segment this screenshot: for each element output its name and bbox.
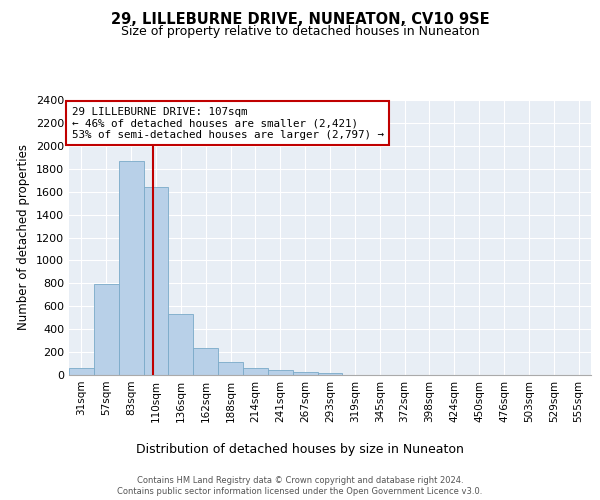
Bar [94,284,119,375]
Text: 29 LILLEBURNE DRIVE: 107sqm
← 46% of detached houses are smaller (2,421)
53% of : 29 LILLEBURNE DRIVE: 107sqm ← 46% of det… [71,107,383,140]
Y-axis label: Number of detached properties: Number of detached properties [17,144,31,330]
Bar [317,372,343,375]
Bar [193,348,218,375]
Text: 29, LILLEBURNE DRIVE, NUNEATON, CV10 9SE: 29, LILLEBURNE DRIVE, NUNEATON, CV10 9SE [110,12,490,28]
Bar [268,370,293,375]
Bar [169,314,193,375]
Bar [218,362,243,375]
Bar [69,368,94,375]
Text: Distribution of detached houses by size in Nuneaton: Distribution of detached houses by size … [136,442,464,456]
Text: Contains HM Land Registry data © Crown copyright and database right 2024.: Contains HM Land Registry data © Crown c… [137,476,463,485]
Bar [119,160,143,375]
Bar [293,372,317,375]
Bar [143,187,169,375]
Text: Contains public sector information licensed under the Open Government Licence v3: Contains public sector information licen… [118,488,482,496]
Text: Size of property relative to detached houses in Nuneaton: Size of property relative to detached ho… [121,25,479,38]
Bar [243,368,268,375]
